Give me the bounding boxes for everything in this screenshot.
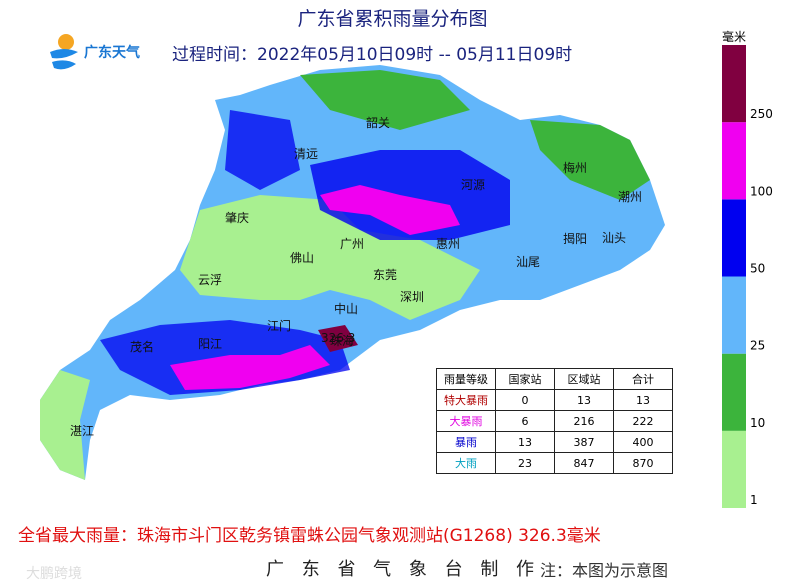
- table-cell: 国家站: [495, 368, 555, 390]
- legend-swatch: [722, 430, 746, 508]
- max-marker: 326.3: [321, 331, 355, 345]
- table-row: 暴雨 13 387 400: [436, 431, 673, 453]
- table-cell: 847: [554, 452, 614, 474]
- table-row: 特大暴雨 0 13 13: [436, 389, 673, 411]
- watermark: 大鹏跨境: [26, 566, 82, 582]
- city-label: 汕头: [602, 231, 626, 245]
- table-cell: 区域站: [554, 368, 614, 390]
- city-label: 广州: [340, 237, 364, 251]
- city-label: 云浮: [198, 273, 222, 287]
- city-label: 珠海: [330, 333, 354, 348]
- city-label: 惠州: [436, 237, 460, 251]
- max-rain: 全省最大雨量：珠海市斗门区乾务镇雷蛛公园气象观测站(G1268) 326.3毫米: [18, 526, 601, 546]
- legend-tick-label: 100: [750, 184, 773, 198]
- city-label: 汕尾: [516, 255, 540, 269]
- table-cell: 870: [613, 452, 673, 474]
- table-cell: 13: [613, 389, 673, 411]
- table-cell: 400: [613, 431, 673, 453]
- city-label: 东莞: [373, 268, 397, 282]
- maker: 广 东 省 气 象 台 制 作: [266, 559, 541, 580]
- rain-areas: [40, 65, 665, 480]
- legend-swatch: [722, 122, 746, 200]
- table-cell: 雨量等级: [436, 368, 496, 390]
- table-cell: 大暴雨: [436, 410, 496, 432]
- table-cell: 387: [554, 431, 614, 453]
- table-cell: 23: [495, 452, 555, 474]
- city-label: 河源: [461, 178, 485, 192]
- table-cell: 13: [495, 431, 555, 453]
- logo-icon: [50, 34, 78, 70]
- legend-tick-label: 10: [750, 416, 765, 430]
- city-label: 佛山: [290, 251, 314, 265]
- table-cell: 0: [495, 389, 555, 411]
- city-label: 揭阳: [563, 231, 587, 246]
- table-cell: 222: [613, 410, 673, 432]
- legend-tick-label: 25: [750, 339, 765, 353]
- city-label: 湛江: [70, 424, 94, 438]
- table-cell: 特大暴雨: [436, 389, 496, 411]
- legend-unit: 毫米: [722, 29, 746, 44]
- city-label: 深圳: [400, 290, 424, 304]
- table-row: 大雨 23 847 870: [436, 452, 673, 474]
- table-cell: 6: [495, 410, 555, 432]
- city-label: 清远: [294, 147, 318, 161]
- legend-tick-label: 1: [750, 493, 758, 507]
- table-cell: 合计: [613, 368, 673, 390]
- city-label: 江门: [267, 318, 291, 333]
- city-label: 茂名: [130, 339, 154, 354]
- period: 过程时间：2022年05月10日09时 -- 05月11日09时: [172, 45, 573, 65]
- legend-swatch: [722, 199, 746, 277]
- table-cell: 大雨: [436, 452, 496, 474]
- city-label: 梅州: [563, 160, 587, 175]
- table-row: 大暴雨 6 216 222: [436, 410, 673, 432]
- note: 注：本图为示意图: [540, 561, 669, 580]
- logo-text: 广东天气: [84, 45, 140, 61]
- legend-swatch: [722, 353, 746, 431]
- table-cell: 216: [554, 410, 614, 432]
- city-label: 肇庆: [225, 210, 249, 225]
- legend-tick-label: 250: [750, 107, 773, 121]
- table-row: 雨量等级 国家站 区域站 合计: [436, 368, 673, 390]
- city-label: 中山: [334, 301, 358, 316]
- rain-table: 雨量等级 国家站 区域站 合计 特大暴雨 0 13 13 大暴雨 6 216 222 暴雨 13 387 40…: [436, 368, 673, 474]
- city-label: 潮州: [618, 189, 642, 204]
- legend-tick-label: 50: [750, 262, 765, 276]
- legend-swatch: [722, 45, 746, 123]
- legend-swatch: [722, 276, 746, 354]
- table-cell: 暴雨: [436, 431, 496, 453]
- table-cell: 13: [554, 389, 614, 411]
- city-label: 阳江: [198, 337, 222, 351]
- title: 广东省累积雨量分布图: [297, 8, 488, 30]
- legend: 毫米 1 10 25 50 100 250: [722, 29, 773, 508]
- city-label: 韶关: [366, 115, 390, 130]
